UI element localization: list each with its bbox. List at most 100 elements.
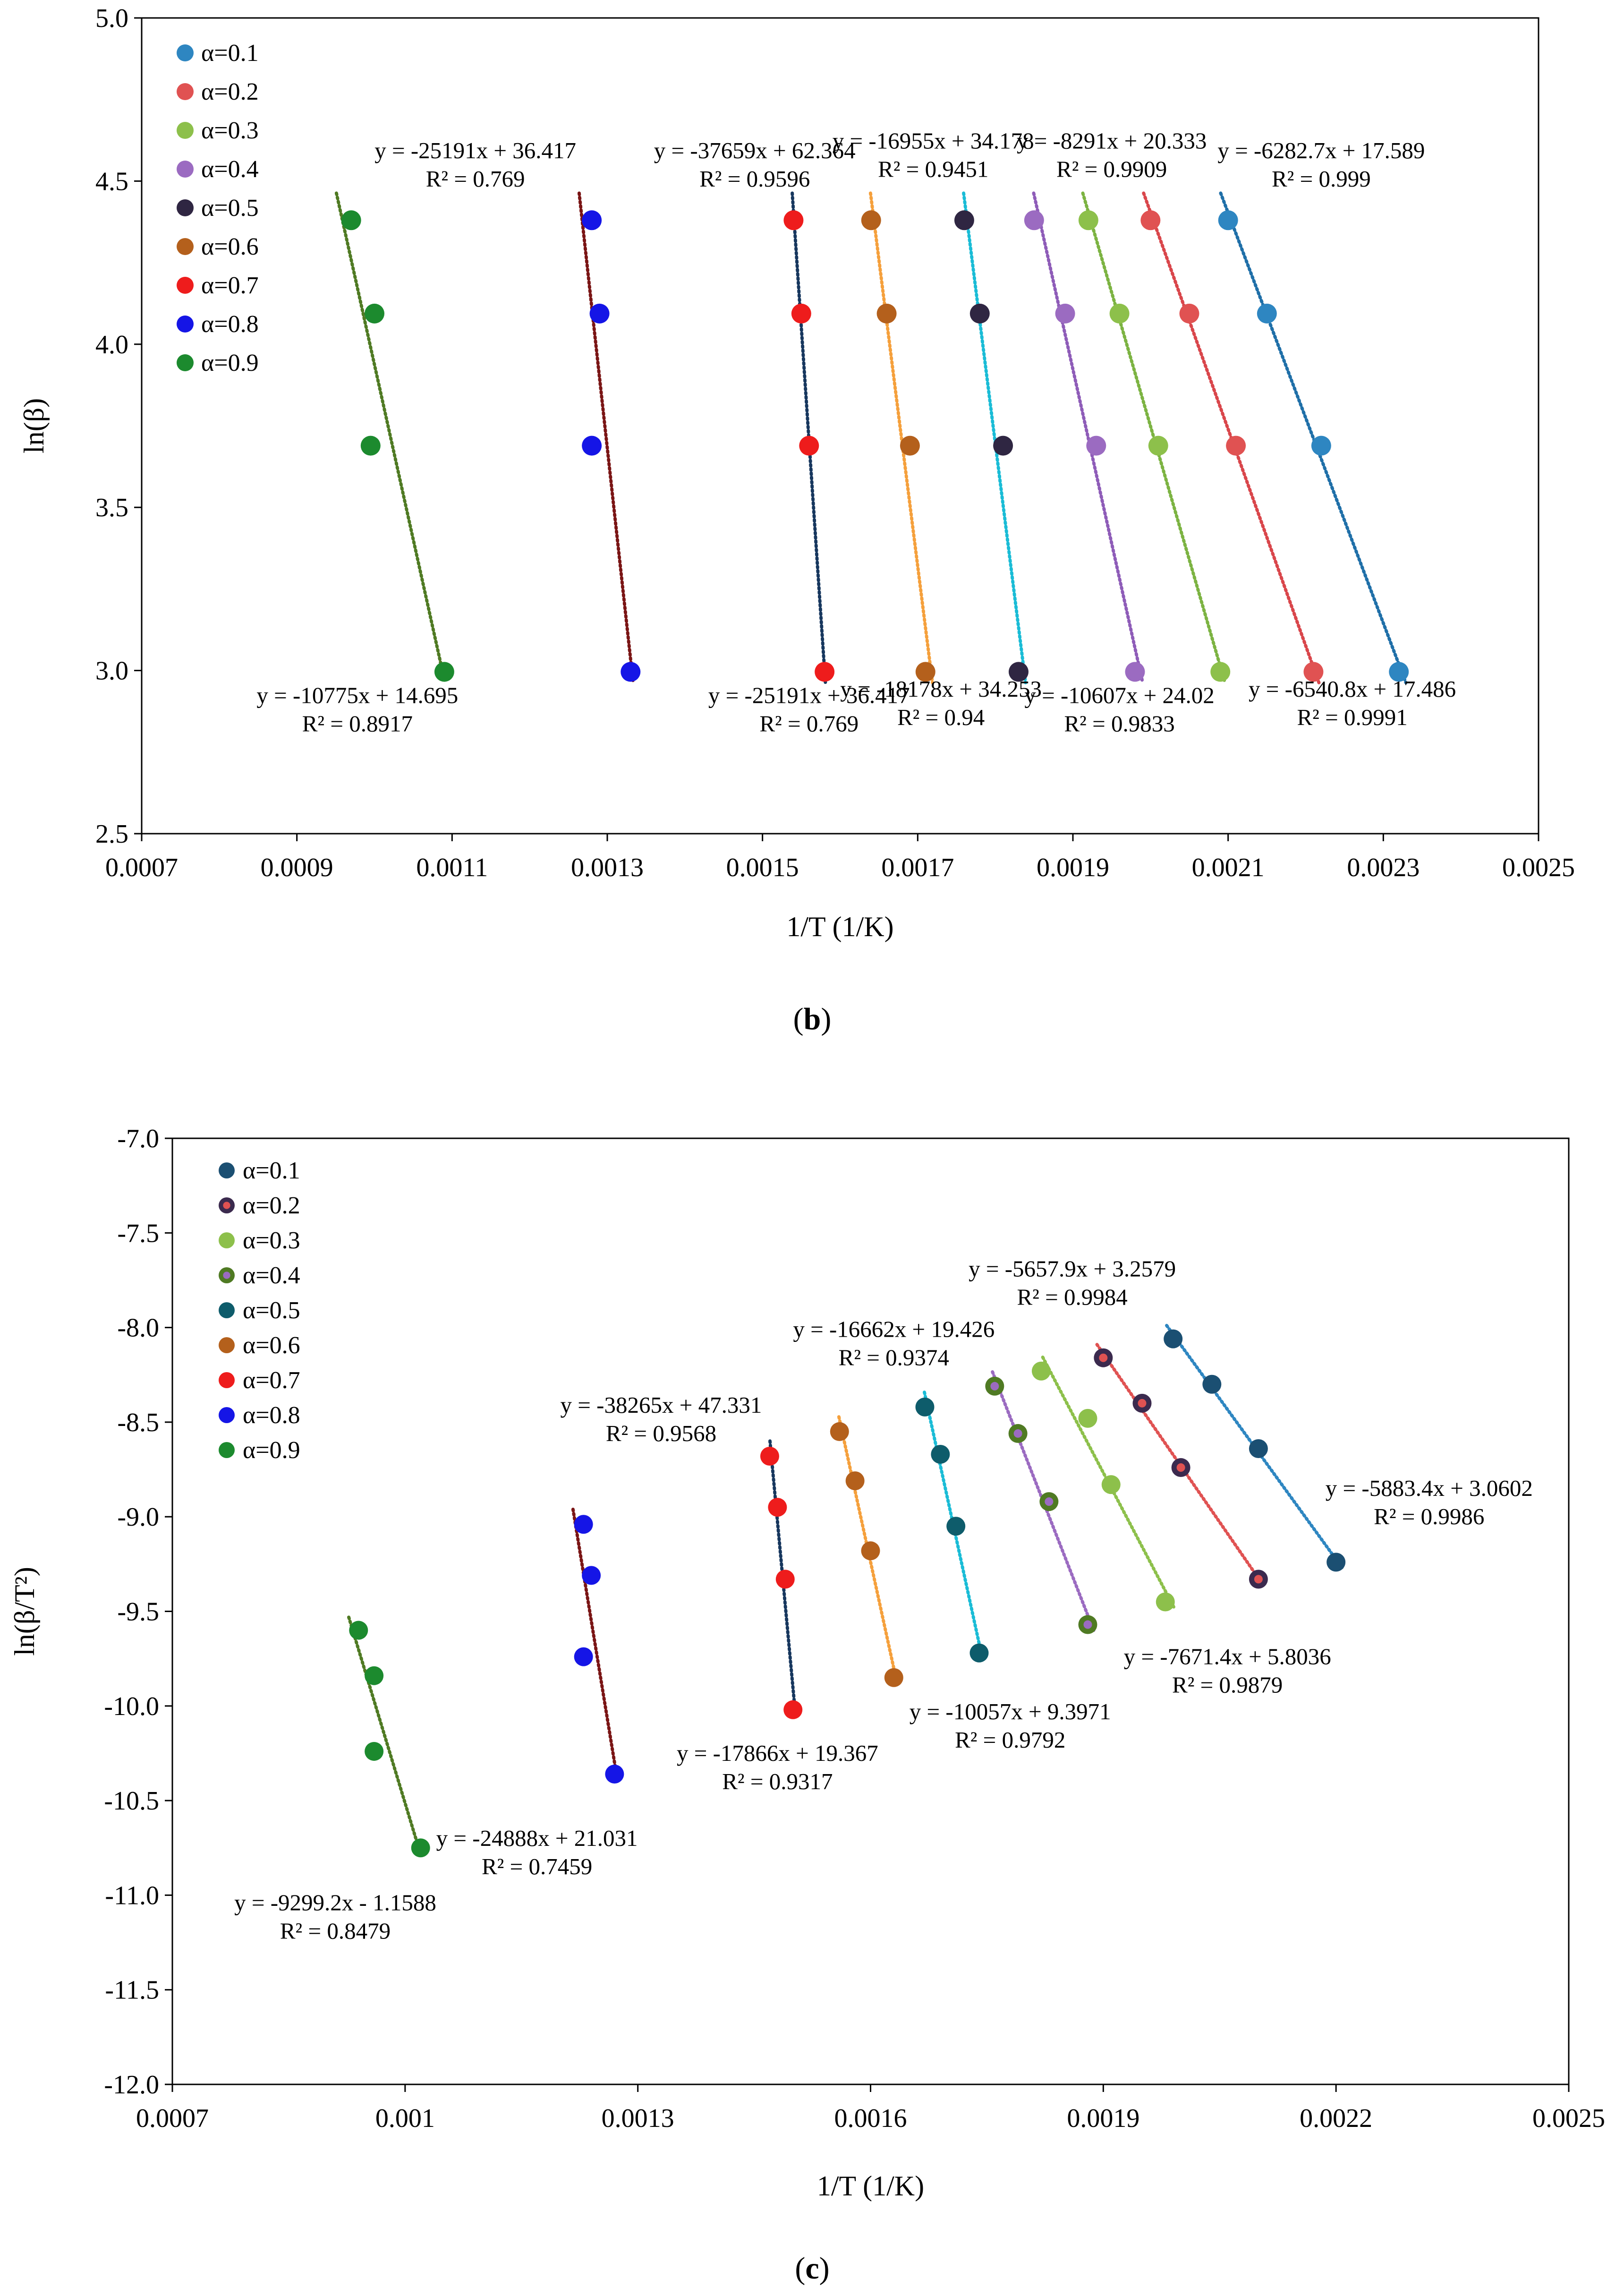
regression-equation: y = -38265x + 47.331 (561, 1392, 762, 1418)
x-tick-label: 0.0016 (834, 2104, 907, 2133)
legend-label: α=0.2 (201, 78, 259, 105)
legend-label: α=0.1 (243, 1157, 300, 1184)
trendline-0.9 (334, 191, 447, 684)
data-point (1101, 1475, 1121, 1494)
y-tick-label: 4.0 (95, 330, 128, 359)
data-point (621, 662, 641, 682)
data-point (861, 1541, 880, 1561)
trendline-0.8 (577, 191, 635, 684)
r-squared-label: R² = 0.9317 (722, 1768, 833, 1794)
regression-equation: y = -17866x + 19.367 (677, 1740, 878, 1766)
data-point (1303, 662, 1324, 682)
data-point (954, 210, 974, 230)
data-point (861, 210, 881, 230)
legend-label: α=0.8 (243, 1402, 300, 1429)
data-point (582, 210, 602, 230)
legend-label: α=0.5 (201, 195, 259, 222)
x-tick-label: 0.0009 (261, 853, 333, 882)
x-axis-title: 1/T (1/K) (817, 2170, 924, 2202)
x-tick-label: 0.0007 (105, 853, 178, 882)
r-squared-label: R² = 0.8479 (280, 1918, 391, 1944)
r-squared-label: R² = 0.94 (897, 704, 985, 730)
regression-equation: y = -24888x + 21.031 (436, 1825, 638, 1851)
data-point (1078, 210, 1098, 230)
data-point (1086, 435, 1106, 456)
data-point (1210, 662, 1231, 682)
data-point (434, 662, 454, 682)
trendline-0.1 (1219, 191, 1408, 684)
regression-equation: y = -10057x + 9.3971 (910, 1699, 1111, 1724)
data-point (760, 1447, 779, 1466)
data-point (1031, 1361, 1051, 1381)
legend-marker (177, 83, 194, 100)
y-tick-label: -11.0 (105, 1881, 159, 1910)
legend-marker-inner (223, 1202, 230, 1209)
data-point (605, 1765, 624, 1784)
regression-equation: y = -16662x + 19.426 (793, 1316, 995, 1342)
panel-label-b-open: ( (793, 1002, 804, 1036)
y-tick-label: 3.5 (95, 493, 128, 522)
x-tick-label: 0.0025 (1502, 853, 1575, 882)
r-squared-label: R² = 0.9596 (699, 166, 810, 192)
trendline-0.9 (347, 1615, 422, 1855)
y-tick-label: -10.0 (104, 1692, 159, 1721)
y-tick-label: -9.5 (117, 1597, 159, 1627)
r-squared-label: R² = 0.9984 (1017, 1284, 1127, 1310)
chart-b: 2.5 3.0 3.5 4.0 4.5 5.0 0.0007 0.0009 0.0011 0.00… (18, 4, 1575, 942)
y-tick-label: -8.0 (117, 1314, 159, 1343)
data-point (815, 662, 835, 682)
r-squared-label: R² = 0.9986 (1374, 1503, 1484, 1529)
y-tick-label: -7.5 (117, 1219, 159, 1248)
data-point (365, 303, 384, 324)
data-point-inner (990, 1382, 999, 1391)
panel-label-c: (c) (765, 2251, 859, 2287)
r-squared-label: R² = 0.9991 (1297, 704, 1407, 730)
y-tick-label: -9.0 (117, 1502, 159, 1532)
legend-marker (177, 238, 194, 255)
legend-marker-inner (223, 1272, 230, 1279)
data-point-inner (1176, 1463, 1185, 1472)
x-tick-label: 0.0019 (1037, 853, 1109, 882)
data-point-inner (1099, 1353, 1108, 1362)
plot-frame (141, 17, 1539, 835)
y-tick-label: -12.0 (104, 2070, 159, 2100)
r-squared-label: R² = 0.9374 (839, 1345, 949, 1371)
legend-marker (219, 1302, 235, 1318)
data-point (1078, 1408, 1097, 1428)
data-point (1179, 303, 1199, 324)
y-tick-label: 5.0 (95, 4, 128, 33)
legend-marker (219, 1162, 235, 1178)
data-point (946, 1517, 966, 1536)
data-point (969, 1643, 989, 1663)
y-tick-label: -7.0 (117, 1124, 159, 1153)
y-tick-label: -8.5 (117, 1408, 159, 1437)
data-point-inner (1138, 1399, 1147, 1408)
data-point (349, 1621, 368, 1640)
data-point (589, 303, 610, 324)
r-squared-label: R² = 0.9451 (878, 156, 988, 182)
legend-marker (177, 277, 194, 294)
regression-equation: y = -18178x + 34.253 (840, 676, 1042, 702)
regression-equation: y = -25191x + 36.417 (708, 683, 910, 708)
legend-marker (177, 122, 194, 139)
regression-equation: y = -7671.4x + 5.8036 (1124, 1644, 1331, 1670)
y-tick-label: -11.5 (105, 1976, 159, 2005)
legend-marker (219, 1372, 235, 1388)
data-point (1202, 1374, 1222, 1394)
data-point (1008, 662, 1029, 682)
legend-label: α=0.7 (243, 1367, 300, 1394)
data-point (365, 1741, 384, 1761)
r-squared-label: R² = 0.999 (1272, 166, 1371, 192)
regression-equation: y = -5657.9x + 3.2579 (969, 1255, 1176, 1281)
x-tick-label: 0.0017 (881, 853, 954, 882)
data-point (582, 435, 602, 456)
r-squared-label: R² = 0.9792 (955, 1727, 1065, 1753)
regression-equation: y = -6282.7x + 17.589 (1217, 137, 1425, 163)
data-point (799, 435, 819, 456)
data-point-inner (1083, 1620, 1092, 1629)
trendline-0.4 (1032, 191, 1145, 684)
r-squared-label: R² = 0.7459 (482, 1853, 592, 1879)
r-squared-label: R² = 0.8917 (302, 711, 413, 737)
legend-label: α=0.9 (201, 350, 259, 376)
legend-label: α=0.8 (201, 311, 259, 338)
